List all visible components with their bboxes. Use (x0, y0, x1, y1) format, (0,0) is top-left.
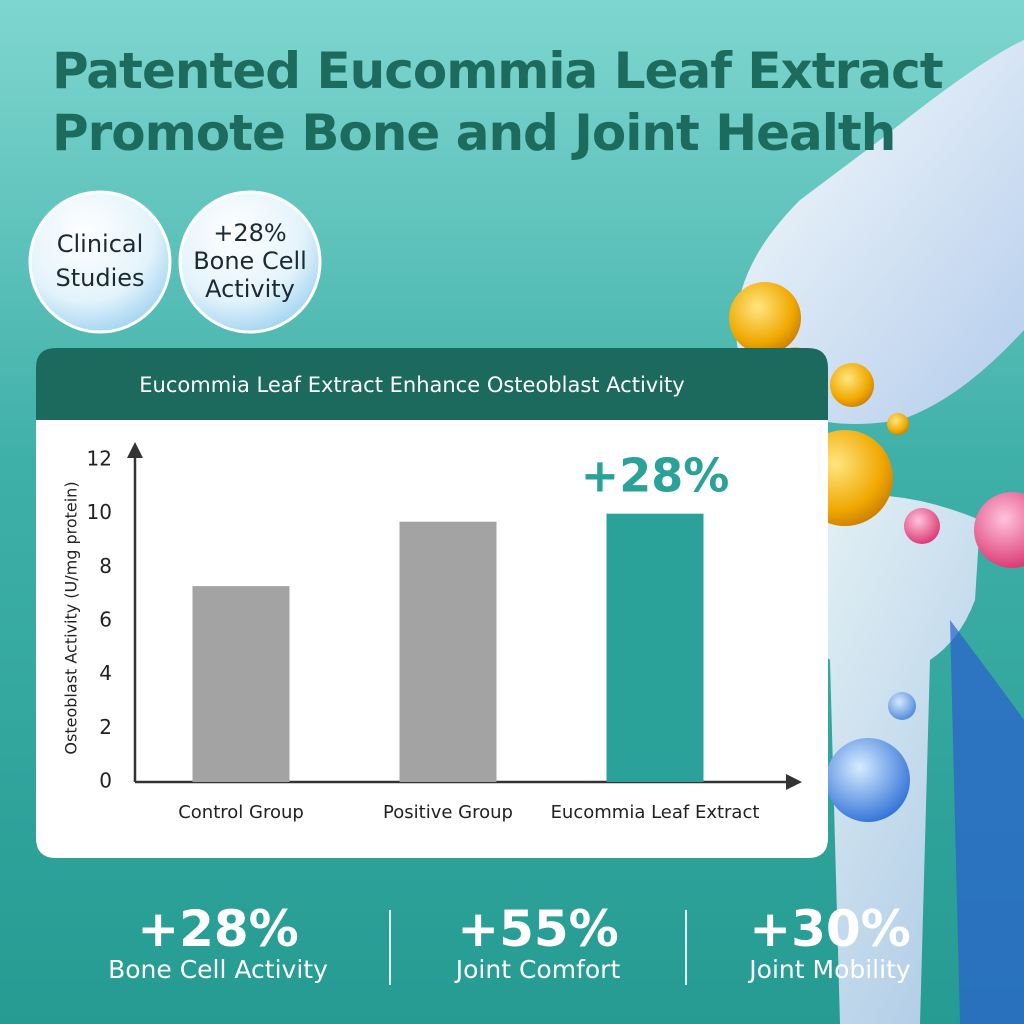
stat-value: +55% (457, 900, 619, 958)
stat-label: Joint Comfort (454, 955, 621, 984)
badge-text: Clinical (57, 230, 144, 258)
y-tick-label: 2 (99, 715, 112, 739)
y-tick-label: 6 (99, 608, 112, 632)
chart: 0 2 4 6 8 10 12 Control Group Positive Group Euco… (87, 447, 760, 824)
y-axis-label: Osteoblast Activity (U/mg protein) (62, 481, 81, 754)
headline: Patented Eucommia Leaf Extract (52, 42, 943, 100)
badge-text: Studies (55, 264, 144, 292)
y-tick-label: 8 (99, 554, 112, 578)
y-tick-label: 0 (99, 769, 112, 793)
stats: +28%Bone Cell Activity +55%Joint Comfort +… (108, 900, 911, 984)
stat-value: +28% (137, 900, 299, 958)
badge-text: Bone Cell (193, 247, 307, 275)
annotation: +28% (581, 449, 730, 503)
y-tick-label: 10 (87, 500, 112, 524)
y-tick-label: 12 (87, 447, 112, 471)
x-tick-label: Control Group (178, 802, 304, 823)
chart-title: Eucommia Leaf Extract Enhance Osteoblast… (139, 373, 684, 397)
bar (606, 513, 704, 782)
badge-text: +28% (213, 219, 286, 247)
stat-value: +30% (749, 900, 911, 958)
stat-label: Joint Mobility (747, 955, 911, 984)
headline: Promote Bone and Joint Health (52, 104, 895, 162)
x-tick-label: Eucommia Leaf Extract (551, 802, 760, 823)
chart-header (36, 348, 828, 420)
badge-circle (28, 190, 172, 334)
y-tick-label: 4 (99, 661, 112, 685)
x-tick-label: Positive Group (383, 802, 513, 823)
stat-label: Bone Cell Activity (108, 955, 328, 984)
bar (399, 521, 497, 782)
badge-circle (178, 190, 322, 334)
bar (192, 586, 290, 782)
dividers (389, 910, 687, 985)
badge-text: Activity (205, 275, 295, 303)
